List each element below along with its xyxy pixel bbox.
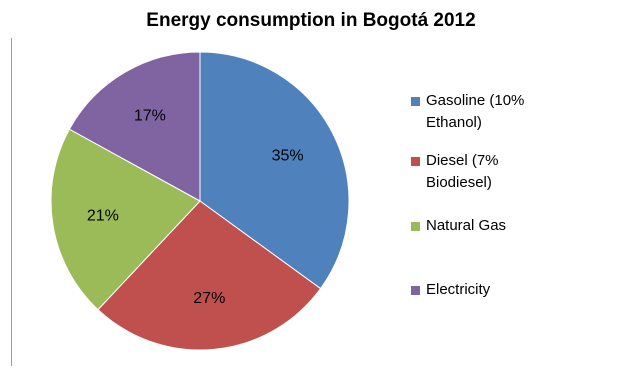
pie-slice-gasoline [199,51,350,290]
legend-item-electricity: Electricity [411,281,611,301]
data-label-diesel: 27% [193,290,225,307]
legend-label-gasoline: Gasoline (10% Ethanol) [426,92,525,131]
data-label-electricity: 17% [134,108,166,125]
legend-item-natural-gas: Natural Gas [411,217,611,237]
legend-swatch-diesel [411,157,420,166]
legend-item-diesel: Diesel (7% Biodiesel) [411,152,611,194]
pie-slice-natural-gas [50,128,201,311]
data-label-natural-gas: 21% [87,208,119,225]
legend-label-electricity: Electricity [426,281,491,298]
legend-item-gasoline: Gasoline (10% Ethanol) [411,92,611,134]
legend-swatch-natural-gas [411,222,420,231]
chart-title: Energy consumption in Bogotá 2012 [146,10,476,31]
legend-label-natural-gas: Natural Gas [426,217,507,234]
legend-label-diesel: Diesel (7% Biodiesel) [426,152,499,191]
left-divider [11,38,12,366]
data-label-gasoline: 35% [272,148,304,165]
legend-swatch-gasoline [411,97,420,106]
pie-slice-diesel [97,200,322,351]
pie-slice-electricity [68,51,201,202]
legend-swatch-electricity [411,286,420,295]
